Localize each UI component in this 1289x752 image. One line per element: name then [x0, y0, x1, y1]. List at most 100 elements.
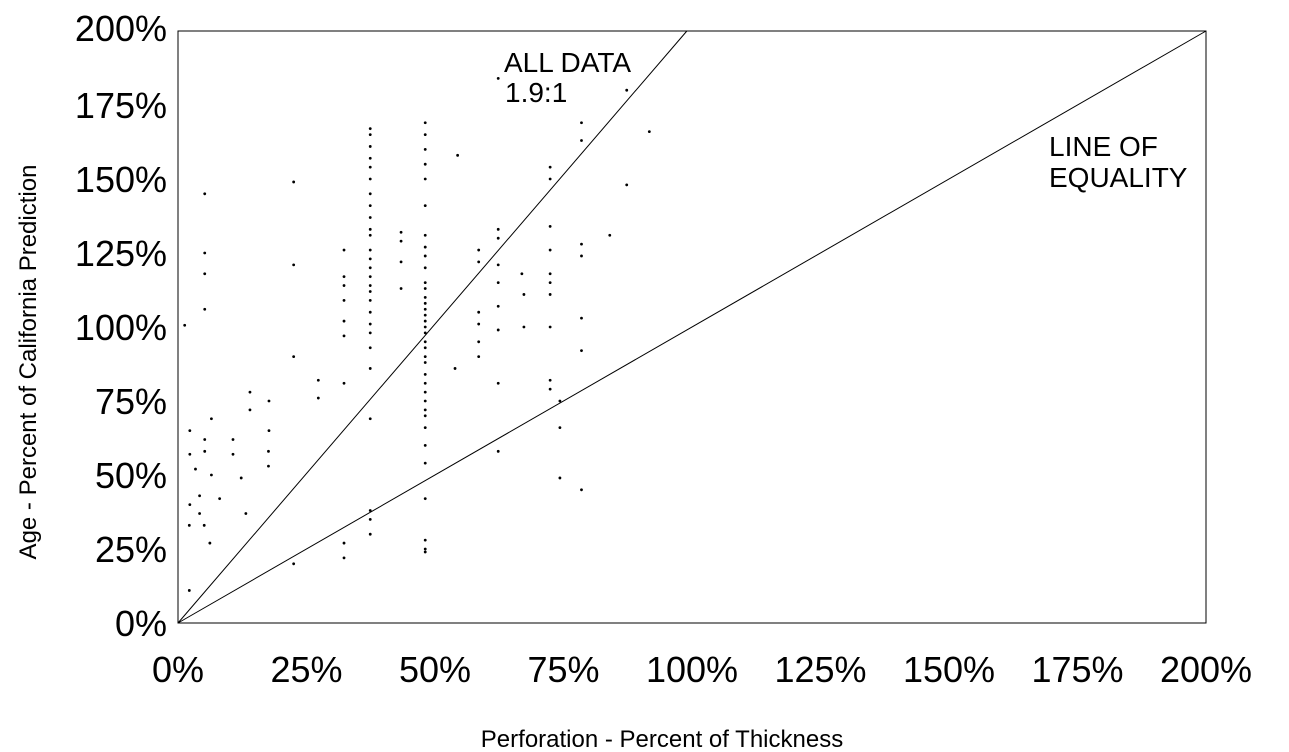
data-point — [423, 307, 427, 311]
data-point — [203, 192, 207, 196]
data-point — [368, 192, 372, 196]
data-point — [423, 547, 427, 551]
data-point — [267, 429, 271, 432]
data-point — [203, 449, 207, 453]
data-point — [368, 266, 372, 270]
data-point — [203, 272, 207, 276]
data-point — [342, 319, 346, 323]
data-point — [548, 378, 552, 382]
data-point — [477, 310, 481, 314]
data-point — [423, 550, 427, 554]
x-tick-label: 75% — [527, 649, 599, 690]
all-data-annotation: ALL DATA — [504, 47, 631, 78]
data-point — [399, 230, 403, 234]
data-point — [580, 349, 583, 353]
data-point — [548, 177, 552, 181]
data-point — [423, 281, 427, 284]
data-point — [368, 216, 372, 219]
data-point — [399, 239, 403, 243]
data-point — [231, 438, 235, 441]
data-point — [316, 396, 320, 400]
data-point — [292, 180, 296, 184]
data-point — [548, 248, 552, 252]
data-points — [183, 76, 651, 592]
data-point — [188, 503, 192, 506]
data-point — [342, 248, 346, 252]
data-point — [496, 381, 500, 385]
data-point — [558, 426, 562, 430]
y-tick-label: 200% — [75, 8, 167, 49]
data-point — [423, 325, 427, 329]
data-point — [580, 254, 583, 258]
data-point — [423, 162, 427, 166]
data-point — [423, 121, 427, 125]
data-point — [423, 148, 427, 151]
data-point — [477, 322, 481, 326]
data-point — [423, 390, 427, 394]
data-point — [453, 367, 457, 370]
x-tick-label: 50% — [399, 649, 471, 690]
data-point — [423, 399, 427, 403]
data-point — [423, 301, 427, 305]
data-point — [342, 541, 346, 545]
data-point — [198, 512, 201, 515]
data-point — [496, 227, 500, 231]
data-point — [496, 328, 500, 332]
x-tick-label: 200% — [1160, 649, 1252, 690]
data-point — [423, 461, 427, 465]
x-tick-label: 125% — [774, 649, 866, 690]
data-point — [423, 133, 427, 137]
data-point — [368, 298, 372, 302]
data-point — [267, 399, 271, 403]
x-tick-label: 150% — [903, 649, 995, 690]
data-point — [548, 293, 552, 296]
reference-lines — [177, 30, 1207, 624]
data-point — [625, 88, 629, 92]
data-point — [244, 512, 248, 515]
data-point — [368, 284, 372, 287]
data-point — [423, 245, 427, 249]
data-point — [548, 165, 552, 169]
data-point — [399, 287, 403, 290]
data-point — [608, 233, 612, 237]
all-data-annotation: 1.9:1 — [505, 77, 567, 108]
data-point — [558, 399, 562, 403]
data-point — [368, 248, 372, 252]
data-point — [456, 153, 460, 157]
data-point — [423, 444, 427, 447]
data-point — [423, 408, 427, 412]
y-axis-title: Age - Percent of California Prediction — [15, 165, 42, 560]
data-point — [368, 165, 372, 169]
data-point — [368, 177, 372, 181]
data-point — [368, 518, 372, 521]
reference-line — [177, 30, 688, 624]
y-tick-labels: 0% 25% 50% 75% 100% 125% 150% 175% 200% — [75, 8, 167, 644]
data-point — [548, 224, 552, 228]
data-point — [423, 426, 427, 430]
data-point — [399, 260, 403, 264]
data-point — [423, 331, 427, 335]
data-point — [423, 361, 427, 364]
data-point — [342, 381, 346, 385]
data-point — [267, 464, 270, 468]
data-point — [423, 381, 427, 385]
data-point — [342, 334, 346, 338]
data-point — [423, 296, 427, 299]
data-point — [218, 497, 222, 501]
x-tick-label: 175% — [1031, 649, 1123, 690]
data-point — [496, 281, 500, 284]
data-point — [548, 325, 552, 329]
data-point — [203, 438, 207, 441]
data-point — [423, 233, 427, 237]
y-tick-label: 0% — [115, 603, 167, 644]
data-point — [423, 319, 427, 323]
data-point — [423, 346, 427, 350]
data-point — [210, 473, 213, 477]
y-tick-label: 175% — [75, 85, 167, 126]
line-of-equality-annotation: LINE OF — [1049, 131, 1158, 162]
data-point — [423, 414, 427, 418]
data-point — [292, 562, 296, 566]
data-point — [368, 290, 372, 293]
data-point — [423, 266, 427, 270]
